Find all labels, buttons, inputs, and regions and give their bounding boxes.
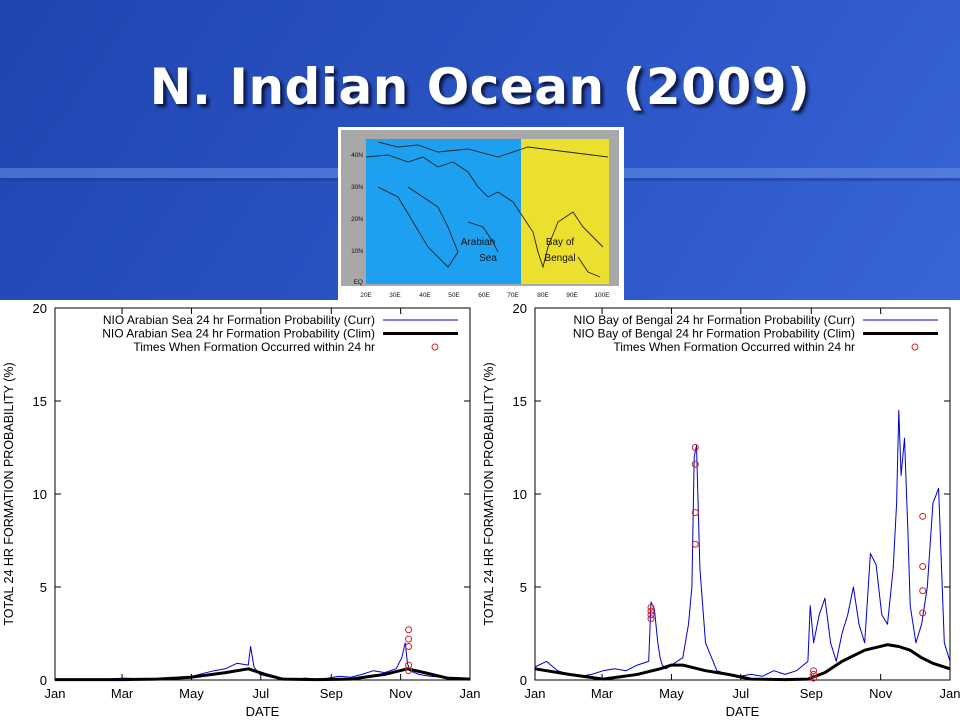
x-tick-label: Jan (525, 686, 546, 701)
x-axis-label: DATE (246, 704, 280, 719)
arabian-sea-label-line1: Arabian (461, 237, 495, 248)
formation-marker (919, 609, 927, 617)
map-lat-label: EQ (354, 279, 363, 286)
bay-of-bengal-region (521, 139, 609, 284)
legend-marker-swatch (431, 343, 439, 351)
arabian-sea-chart: 0 5 10 15 20 Jan Mar May Jul Sep Nov Jan DATE TOTAL 2… (0, 300, 480, 720)
bay-of-bengal-label-line2: Bengal (544, 253, 575, 264)
y-tick-label: 20 (513, 301, 527, 316)
formation-marker (691, 540, 699, 548)
x-tick-label: May (659, 686, 684, 701)
formation-marker (810, 667, 818, 675)
map-lon-label: 20E (360, 292, 372, 299)
x-tick-label: Jul (252, 686, 269, 701)
legend-label: NIO Bay of Bengal 24 hr Formation Probab… (574, 313, 855, 327)
formation-marker (647, 611, 655, 619)
x-tick-label: May (179, 686, 204, 701)
map-lon-label: 90E (566, 292, 578, 299)
current-series-line (534, 409, 951, 677)
y-tick-label: 0 (520, 673, 527, 688)
arabian-sea-label-line2: Sea (479, 253, 497, 264)
y-tick-label: 5 (40, 580, 47, 595)
map-lon-label: 30E (389, 292, 401, 299)
x-tick-label: Sep (320, 686, 343, 701)
map-lat-label: 10N (351, 248, 363, 255)
bay-of-bengal-chart: 0 5 10 15 20 Jan Mar May Jul Sep Nov Jan DATE TOTAL 2… (480, 300, 960, 720)
plot-frame (54, 307, 471, 681)
arabian-sea-region (366, 139, 521, 284)
y-tick-label: 0 (40, 673, 47, 688)
x-tick-label: Nov (869, 686, 893, 701)
formation-marker (405, 635, 413, 643)
formation-marker (647, 615, 655, 623)
map-lat-label: 30N (351, 184, 363, 191)
legend-label: NIO Bay of Bengal 24 hr Formation Probab… (573, 327, 855, 341)
legend-marker-swatch (911, 343, 919, 351)
legend-label: NIO Arabian Sea 24 hr Formation Probabil… (102, 327, 375, 341)
formation-marker (691, 444, 699, 451)
formation-marker (405, 643, 413, 651)
map-lon-label: 80E (537, 292, 549, 299)
formation-marker (810, 670, 818, 678)
x-tick-label: Jul (732, 686, 749, 701)
formation-marker (691, 509, 699, 517)
formation-marker (691, 460, 699, 468)
y-tick-label: 10 (33, 487, 47, 502)
slide-title: N. Indian Ocean (2009) (149, 58, 811, 116)
legend-label: Times When Formation Occurred within 24 … (613, 340, 855, 354)
formation-marker (405, 626, 413, 634)
y-tick-label: 5 (520, 580, 527, 595)
bay-of-bengal-label-line1: Bay of (546, 237, 575, 248)
map-lon-label: 50E (448, 292, 460, 299)
legend-label: NIO Arabian Sea 24 hr Formation Probabil… (103, 313, 375, 327)
x-tick-label: Mar (111, 686, 134, 701)
coastline-outline (365, 141, 609, 278)
map-lat-label: 20N (351, 216, 363, 223)
y-axis-label: TOTAL 24 HR FORMATION PROBABILITY (%) (2, 362, 16, 625)
clim-series-line (55, 667, 471, 682)
y-tick-label: 10 (513, 487, 527, 502)
basin-map: Arabian Sea Bay of Bengal 40N 30N 20N 10… (338, 127, 624, 302)
x-axis-label: DATE (726, 704, 760, 719)
formation-marker (647, 607, 655, 615)
map-lat-label: 40N (351, 152, 363, 159)
y-axis-label: TOTAL 24 HR FORMATION PROBABILITY (%) (482, 362, 496, 625)
x-tick-label: Jan (460, 686, 480, 701)
x-tick-label: Sep (800, 686, 823, 701)
clim-series-line (534, 643, 951, 682)
x-tick-label: Nov (389, 686, 413, 701)
formation-marker (919, 563, 927, 571)
x-tick-label: Mar (591, 686, 614, 701)
x-tick-label: Jan (940, 686, 960, 701)
formation-marker (647, 603, 655, 611)
formation-marker (919, 512, 927, 520)
map-lon-label: 70E (507, 292, 519, 299)
legend-label: Times When Formation Occurred within 24 … (133, 340, 375, 354)
map-lon-label: 40E (419, 292, 431, 299)
x-tick-label: Jan (45, 686, 66, 701)
map-lon-label: 60E (478, 292, 490, 299)
formation-marker (919, 587, 927, 595)
y-tick-label: 20 (33, 301, 47, 316)
y-tick-label: 15 (513, 394, 527, 409)
formation-marker (405, 667, 413, 675)
formation-marker (810, 674, 818, 682)
map-lon-label: 100E (594, 292, 610, 299)
y-tick-label: 15 (33, 394, 47, 409)
